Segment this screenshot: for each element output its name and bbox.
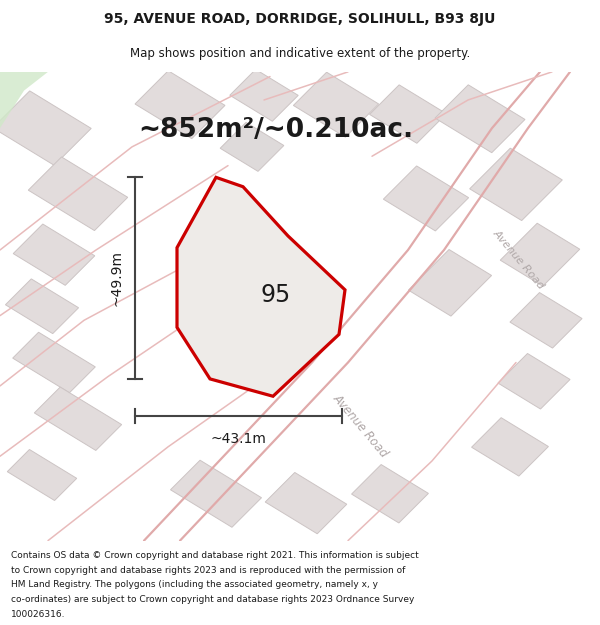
Polygon shape [220,122,284,171]
Polygon shape [510,292,582,348]
Polygon shape [177,177,345,396]
Text: HM Land Registry. The polygons (including the associated geometry, namely x, y: HM Land Registry. The polygons (includin… [11,580,378,589]
Text: ~49.9m: ~49.9m [110,250,124,306]
Text: 95: 95 [261,283,291,308]
Polygon shape [0,91,91,166]
Polygon shape [383,166,469,231]
Text: ~43.1m: ~43.1m [211,432,266,446]
Text: Avenue Road: Avenue Road [491,228,547,291]
Text: Avenue Road: Avenue Road [330,392,390,460]
Polygon shape [293,72,379,137]
Polygon shape [498,354,570,409]
Text: 100026316.: 100026316. [11,610,65,619]
Polygon shape [435,85,525,152]
Polygon shape [170,460,262,528]
Polygon shape [409,249,491,316]
Polygon shape [13,224,95,286]
Polygon shape [135,71,225,139]
Polygon shape [13,332,95,392]
Text: ~852m²/~0.210ac.: ~852m²/~0.210ac. [139,118,413,144]
Text: Contains OS data © Crown copyright and database right 2021. This information is : Contains OS data © Crown copyright and d… [11,551,419,560]
Text: co-ordinates) are subject to Crown copyright and database rights 2023 Ordnance S: co-ordinates) are subject to Crown copyr… [11,595,414,604]
Polygon shape [0,72,48,128]
Polygon shape [352,464,428,523]
Text: Map shows position and indicative extent of the property.: Map shows position and indicative extent… [130,48,470,61]
Polygon shape [472,418,548,476]
Polygon shape [5,279,79,334]
Polygon shape [265,472,347,534]
Polygon shape [34,387,122,451]
Text: 95, AVENUE ROAD, DORRIDGE, SOLIHULL, B93 8JU: 95, AVENUE ROAD, DORRIDGE, SOLIHULL, B93… [104,12,496,26]
Polygon shape [370,85,446,143]
Polygon shape [7,449,77,501]
Polygon shape [28,157,128,231]
Polygon shape [230,69,298,121]
Polygon shape [500,223,580,286]
Polygon shape [470,148,562,221]
Text: to Crown copyright and database rights 2023 and is reproduced with the permissio: to Crown copyright and database rights 2… [11,566,405,574]
